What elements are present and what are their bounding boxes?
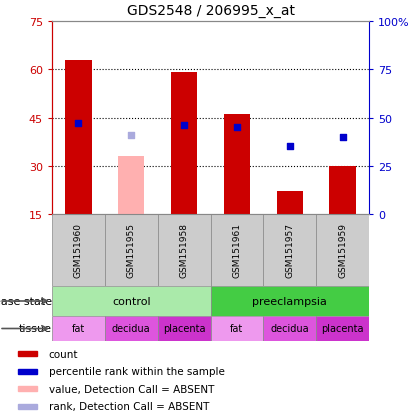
Text: percentile rank within the sample: percentile rank within the sample [49, 366, 225, 376]
Bar [263, 316, 316, 341]
Bar [18, 404, 37, 408]
Point [233, 125, 240, 131]
Text: count: count [49, 349, 79, 359]
Point [181, 123, 187, 129]
Bar [18, 386, 37, 391]
Text: GSM151960: GSM151960 [74, 223, 83, 278]
Bar [52, 316, 105, 341]
Bar [158, 316, 210, 341]
Bar [52, 286, 210, 316]
Text: GSM151959: GSM151959 [338, 223, 347, 278]
Point [286, 144, 293, 150]
Bar [52, 214, 105, 286]
Text: decidua: decidua [270, 324, 309, 334]
Bar [316, 316, 369, 341]
Bar [277, 192, 303, 214]
Bar [65, 60, 92, 214]
Bar [329, 166, 356, 214]
Bar [158, 214, 210, 286]
Text: fat: fat [230, 324, 244, 334]
Bar [210, 214, 263, 286]
Bar [18, 351, 37, 356]
Text: GSM151961: GSM151961 [232, 223, 241, 278]
Text: tissue: tissue [19, 324, 52, 334]
Text: decidua: decidua [112, 324, 150, 334]
Bar [18, 369, 37, 374]
Text: placenta: placenta [163, 324, 206, 334]
Bar [105, 316, 158, 341]
Bar [105, 214, 158, 286]
Bar [118, 157, 144, 214]
Text: GSM151957: GSM151957 [285, 223, 294, 278]
Text: GSM151955: GSM151955 [127, 223, 136, 278]
Text: preeclampsia: preeclampsia [252, 296, 327, 306]
Bar [171, 73, 197, 214]
Bar [263, 214, 316, 286]
Bar [210, 286, 369, 316]
Point [339, 134, 346, 141]
Point [128, 132, 134, 139]
Text: GSM151958: GSM151958 [180, 223, 189, 278]
Text: control: control [112, 296, 150, 306]
Text: placenta: placenta [321, 324, 364, 334]
Bar [224, 115, 250, 214]
Point [75, 121, 82, 127]
Title: GDS2548 / 206995_x_at: GDS2548 / 206995_x_at [127, 4, 295, 18]
Bar [210, 316, 263, 341]
Text: rank, Detection Call = ABSENT: rank, Detection Call = ABSENT [49, 401, 209, 411]
Text: fat: fat [72, 324, 85, 334]
Text: disease state: disease state [0, 296, 52, 306]
Bar [316, 214, 369, 286]
Text: value, Detection Call = ABSENT: value, Detection Call = ABSENT [49, 384, 214, 394]
